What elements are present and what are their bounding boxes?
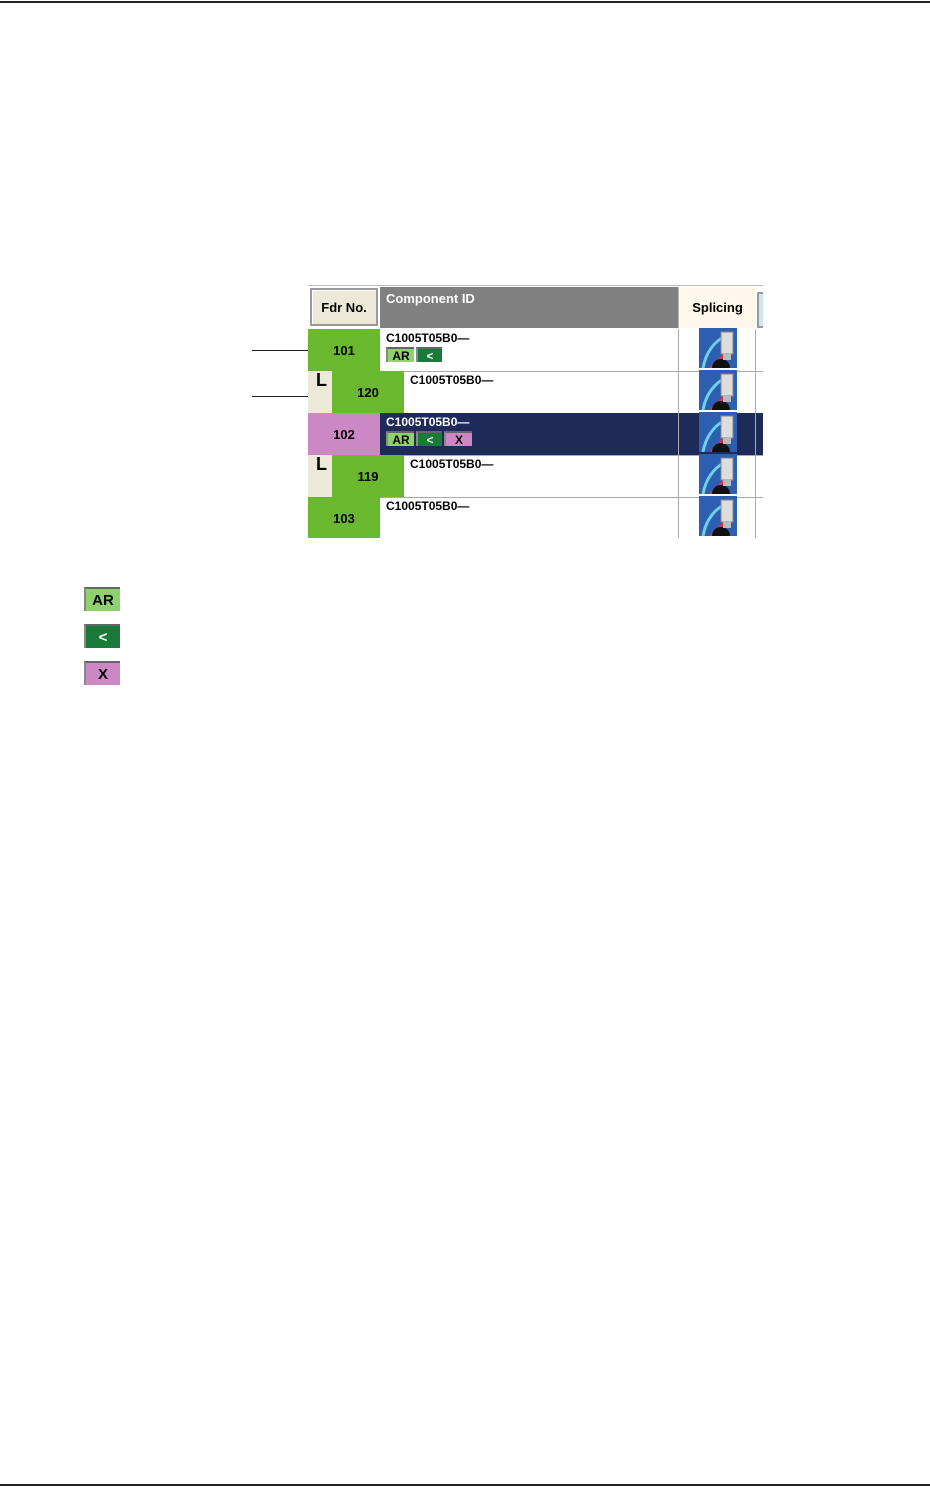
next-column-cell [755, 455, 763, 497]
table-row[interactable]: L 120 C1005T05B0— [308, 369, 763, 419]
tree-child-marker: L [308, 455, 332, 497]
back-badge: < [416, 431, 442, 447]
component-cell: C1005T05B0— [404, 373, 493, 387]
table-header: Fdr No. Component ID Splicing [308, 286, 763, 328]
feeder-number-cell[interactable]: 102 [308, 413, 380, 455]
splicing-cell[interactable] [678, 411, 756, 461]
tree-child-marker: L [308, 371, 332, 413]
component-cell: C1005T05B0— [380, 499, 469, 513]
component-cell: C1005T05B0— AR < X [380, 415, 472, 447]
x-badge: X [444, 431, 472, 447]
component-id: C1005T05B0— [410, 373, 494, 387]
component-cell: C1005T05B0— AR < [380, 331, 470, 363]
table-row[interactable]: 101 C1005T05B0— AR < [308, 327, 763, 377]
component-cell: C1005T05B0— [404, 457, 493, 471]
feeder-number-cell[interactable]: 101 [308, 329, 380, 371]
next-column-cell [755, 413, 763, 455]
next-column-cell [755, 329, 763, 371]
next-column-cell [755, 497, 763, 538]
component-id: C1005T05B0— [386, 331, 470, 345]
component-id: C1005T05B0— [410, 457, 494, 471]
top-rule [0, 1, 930, 3]
ar-badge: AR [386, 431, 414, 447]
legend-back-badge: < [84, 624, 120, 648]
table-row[interactable]: 102 C1005T05B0— AR < X [308, 411, 763, 461]
feeder-number-cell[interactable]: 120 [332, 371, 404, 413]
splicing-cell[interactable] [678, 369, 756, 419]
status-badges: AR < [386, 347, 469, 363]
splicing-icon[interactable] [698, 327, 737, 377]
ar-badge: AR [386, 347, 414, 363]
splicing-header[interactable]: Splicing [678, 287, 756, 328]
splicing-cell[interactable] [678, 327, 756, 377]
back-badge: < [416, 347, 442, 363]
next-column-cell [755, 371, 763, 413]
component-id-header[interactable]: Component ID [380, 287, 678, 328]
splicing-cell[interactable] [678, 453, 756, 503]
splicing-icon[interactable] [698, 369, 737, 419]
splicing-icon[interactable] [698, 411, 737, 461]
feeder-number-cell[interactable]: 103 [308, 497, 380, 538]
feeder-table: Fdr No. Component ID Splicing 101 C1005T0… [308, 285, 763, 538]
table-row[interactable]: L 119 C1005T05B0— [308, 453, 763, 503]
splicing-icon[interactable] [698, 453, 737, 503]
status-badges: AR < X [386, 431, 472, 447]
legend-ar-badge: AR [84, 587, 120, 611]
splicing-icon[interactable] [698, 495, 737, 538]
splicing-cell[interactable] [678, 495, 756, 538]
fdr-no-header-button[interactable]: Fdr No. [310, 288, 378, 326]
bottom-rule [0, 1484, 930, 1486]
table-row[interactable]: 103 C1005T05B0— [308, 495, 763, 538]
next-column-header[interactable] [757, 292, 763, 328]
component-id: C1005T05B0— [386, 415, 470, 429]
component-id: C1005T05B0— [386, 499, 470, 513]
feeder-number-cell[interactable]: 119 [332, 455, 404, 497]
legend-x-badge: X [84, 661, 120, 685]
